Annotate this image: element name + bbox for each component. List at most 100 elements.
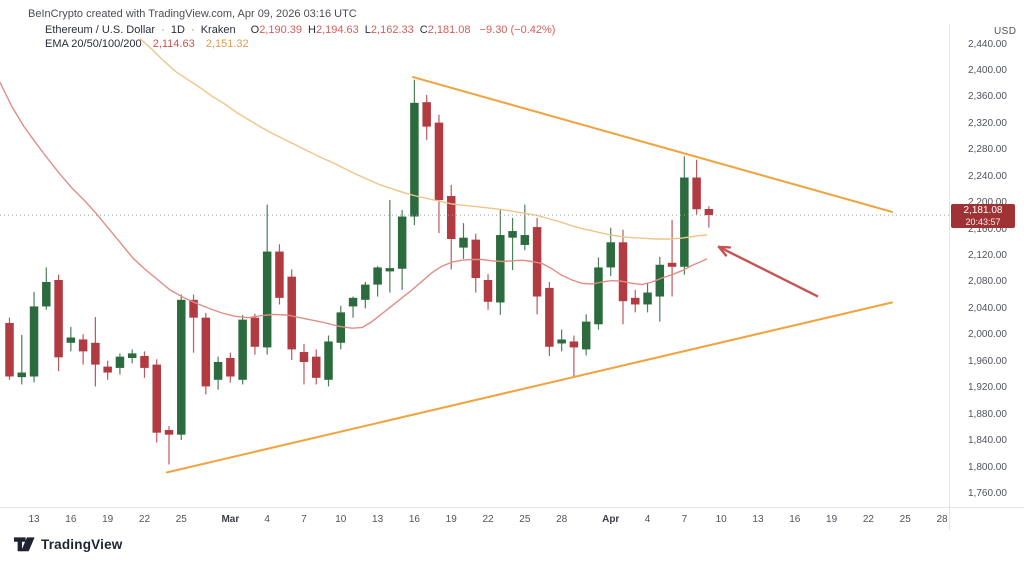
ohlc-values: O2,190.39 H2,194.63 L2,162.33 C2,181.08 xyxy=(245,24,471,36)
candle-body xyxy=(667,262,677,267)
candle-body xyxy=(569,341,579,348)
ohlc-value: 2,190.39 xyxy=(259,24,303,36)
candle-body xyxy=(54,279,63,358)
candle-body xyxy=(262,251,272,348)
time-axis-label: 7 xyxy=(301,514,307,525)
change-value: −9.30 (−0.42%) xyxy=(479,24,556,36)
candle-body xyxy=(606,242,615,268)
timeframe-label[interactable]: 1D xyxy=(170,24,185,36)
candle-body xyxy=(422,102,431,127)
credit-line: BeInCrypto created with TradingView.com,… xyxy=(28,8,357,20)
price-axis-label: 1,880.00 xyxy=(968,408,1007,420)
price-axis-label: 2,080.00 xyxy=(968,276,1007,288)
price-axis-label: 1,960.00 xyxy=(968,355,1007,367)
ema-20-line xyxy=(0,81,708,329)
ohlc-key: C xyxy=(419,24,428,36)
price-axis-label: 2,040.00 xyxy=(968,302,1007,314)
ema-legend: EMA 20/50/100/200 2,114.63 2,151.32 xyxy=(45,38,249,50)
candle-body xyxy=(655,264,665,297)
price-axis-label: 2,280.00 xyxy=(968,144,1007,156)
time-axis-label: Mar xyxy=(221,514,240,525)
candle-body xyxy=(692,177,701,210)
candle-body xyxy=(545,287,554,347)
time-axis-label: 22 xyxy=(482,514,494,525)
separator-dot: · xyxy=(190,24,195,36)
price-axis[interactable]: USD 2,181.08 20:43:57 2,440.00 2,400.00 2,… xyxy=(950,0,1024,530)
last-price-label: 2,181.08 20:43:57 xyxy=(951,204,1015,229)
candle-body xyxy=(287,276,296,350)
arrow-head xyxy=(717,245,732,257)
candle-body xyxy=(496,235,505,303)
candle-body xyxy=(594,267,603,325)
candle-body xyxy=(201,317,211,387)
candle-body xyxy=(189,299,198,318)
tradingview-logo[interactable]: TradingView xyxy=(14,537,122,552)
price-axis-label: 2,400.00 xyxy=(968,64,1007,76)
candle-body xyxy=(312,356,321,378)
ema-20-value: 2,114.63 xyxy=(152,38,195,50)
ohlc-key: L xyxy=(364,24,371,36)
time-axis-label: 4 xyxy=(644,514,651,525)
candle-body xyxy=(29,306,39,377)
candle-body xyxy=(581,321,591,350)
ohlc-value: 2,162.33 xyxy=(370,24,414,36)
price-axis-label: 2,240.00 xyxy=(968,170,1007,182)
price-axis-label: 1,920.00 xyxy=(968,382,1007,394)
candle-body xyxy=(115,356,125,368)
candle-body xyxy=(361,284,370,300)
candle-body xyxy=(42,281,51,307)
price-axis-label: 2,160.00 xyxy=(968,223,1007,235)
candle-body xyxy=(91,342,100,365)
candle-body xyxy=(446,196,456,240)
time-axis-label: 13 xyxy=(28,514,40,525)
trendline-descending-resistance xyxy=(412,76,893,213)
symbol-info-row: Ethereum / U.S. Dollar · 1D · Kraken O2,… xyxy=(45,24,555,36)
ohlc-value: 2,194.63 xyxy=(315,24,359,36)
candle-body xyxy=(348,297,358,307)
ema-200-line xyxy=(139,38,708,240)
ema-legend-label: EMA 20/50/100/200 xyxy=(45,38,142,50)
candle-body xyxy=(238,319,247,380)
candle-body xyxy=(434,122,444,201)
candle-body xyxy=(250,317,260,347)
candle-body xyxy=(483,279,493,302)
symbol-title[interactable]: Ethereum / U.S. Dollar xyxy=(45,24,156,36)
candle-body xyxy=(643,292,652,305)
time-axis-label: Apr xyxy=(602,514,620,525)
candle-body xyxy=(213,361,223,380)
countdown-timer: 20:43:57 xyxy=(965,217,1001,228)
time-axis-label: 13 xyxy=(372,514,384,525)
time-axis-label: 16 xyxy=(408,514,420,525)
time-axis-label: 10 xyxy=(715,514,727,525)
separator-dot: · xyxy=(161,24,165,36)
price-axis-label: 2,360.00 xyxy=(968,91,1007,103)
time-axis-label: 25 xyxy=(899,514,911,525)
candle-body xyxy=(66,337,76,343)
candle-body xyxy=(459,237,468,248)
trendline-ascending-support xyxy=(166,301,893,474)
price-axis-label: 1,840.00 xyxy=(968,435,1007,447)
candle-body xyxy=(127,353,137,358)
candle-body xyxy=(177,299,186,435)
candle-body xyxy=(152,364,161,433)
ohlc-key: O xyxy=(250,24,260,36)
candle-body xyxy=(631,297,640,305)
candle-body xyxy=(103,366,112,373)
candle-body xyxy=(704,208,714,216)
candle-body xyxy=(275,251,284,298)
time-axis[interactable]: 13 16 19 22 25 Mar 4 7 10 13 16 19 22 25 28 Apr 4 7 10 13 16… xyxy=(0,512,950,530)
candle-body xyxy=(5,322,14,377)
price-axis-currency: USD xyxy=(994,26,1017,37)
time-axis-label: 22 xyxy=(862,514,874,525)
time-axis-label: 25 xyxy=(519,514,531,525)
time-axis-label: 7 xyxy=(681,514,688,525)
candle-body xyxy=(397,216,407,269)
candle-body xyxy=(336,312,346,343)
time-axis-label: 19 xyxy=(445,514,457,525)
price-axis-label: 2,200.00 xyxy=(968,197,1007,209)
candle-body xyxy=(140,356,149,368)
price-axis-label: 2,120.00 xyxy=(968,250,1007,262)
tradingview-logo-icon xyxy=(14,537,35,552)
time-axis-label: 4 xyxy=(264,514,270,525)
